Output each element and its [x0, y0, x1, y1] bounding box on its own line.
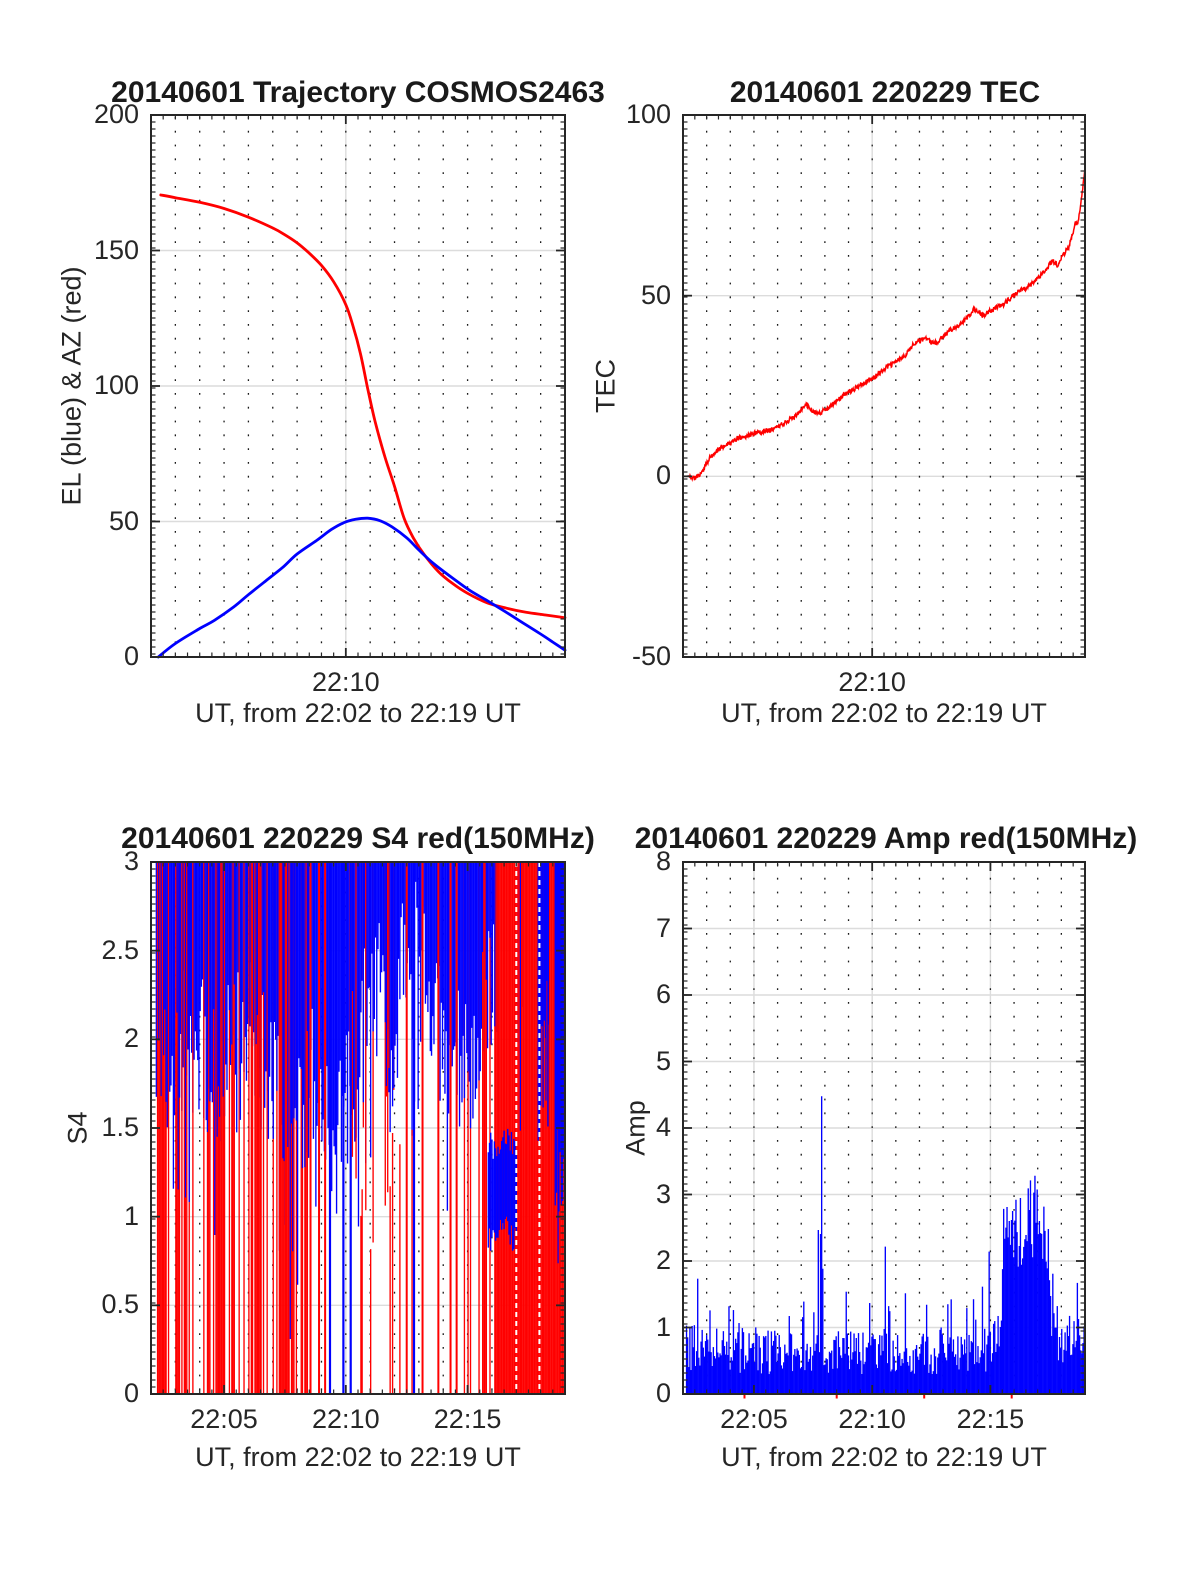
y-tick-label: -50: [631, 641, 671, 671]
x-tick-label: 22:10: [838, 667, 906, 697]
plot-title: 20140601 220229 Amp red(150MHz): [634, 822, 1138, 855]
y-tick-label: 1: [123, 1200, 139, 1231]
y-tick-label: 0: [123, 641, 139, 671]
amp-canvas: [682, 861, 1086, 1399]
y-tick-label: 5: [655, 1045, 671, 1076]
x-axis-label: UT, from 22:02 to 22:19 UT: [195, 1442, 521, 1472]
plot-title: 20140601 Trajectory COSMOS2463: [111, 76, 605, 109]
y-axis-label: TEC: [590, 359, 621, 413]
x-tick-label: 22:15: [433, 1404, 502, 1434]
y-tick-label: 0.5: [101, 1289, 139, 1320]
y-tick-label: 8: [655, 846, 671, 876]
y-tick-label: 200: [93, 99, 139, 129]
y-tick-label: 50: [640, 279, 671, 310]
x-tick-label: 22:10: [312, 667, 380, 697]
y-tick-label: 2: [655, 1245, 671, 1275]
plot-title: 20140601 220229 TEC: [729, 76, 1041, 109]
s4-canvas: [150, 861, 566, 1395]
y-tick-label: 50: [108, 505, 139, 536]
y-tick-label: 3: [655, 1178, 671, 1209]
y-tick-label: 4: [655, 1112, 671, 1142]
x-axis-label: UT, from 22:02 to 22:19 UT: [195, 698, 521, 728]
x-tick-label: 22:05: [190, 1404, 258, 1434]
x-tick-label: 22:15: [956, 1404, 1025, 1434]
plot-title: 20140601 220229 S4 red(150MHz): [121, 822, 595, 855]
y-tick-label: 3: [123, 846, 139, 876]
x-tick-label: 22:05: [720, 1404, 788, 1434]
trajectory-canvas: [150, 114, 567, 659]
y-tick-label: 100: [625, 99, 671, 129]
x-tick-label: 22:10: [838, 1404, 906, 1434]
y-tick-label: 2: [123, 1023, 139, 1054]
y-tick-label: 1.5: [101, 1112, 139, 1142]
y-tick-label: 150: [93, 234, 139, 265]
y-tick-label: 0: [655, 1378, 671, 1408]
y-tick-label: 0: [123, 1378, 139, 1408]
x-axis-label: UT, from 22:02 to 22:19 UT: [721, 1442, 1047, 1472]
x-axis-label: UT, from 22:02 to 22:19 UT: [721, 698, 1047, 728]
y-tick-label: 7: [655, 912, 671, 943]
y-tick-label: 2.5: [101, 934, 139, 965]
y-tick-label: 1: [655, 1311, 671, 1342]
y-tick-label: 6: [655, 979, 671, 1009]
y-tick-label: 100: [93, 370, 139, 400]
y-tick-label: 0: [655, 460, 671, 491]
x-tick-label: 22:10: [312, 1404, 380, 1434]
tec-canvas: [682, 114, 1086, 658]
